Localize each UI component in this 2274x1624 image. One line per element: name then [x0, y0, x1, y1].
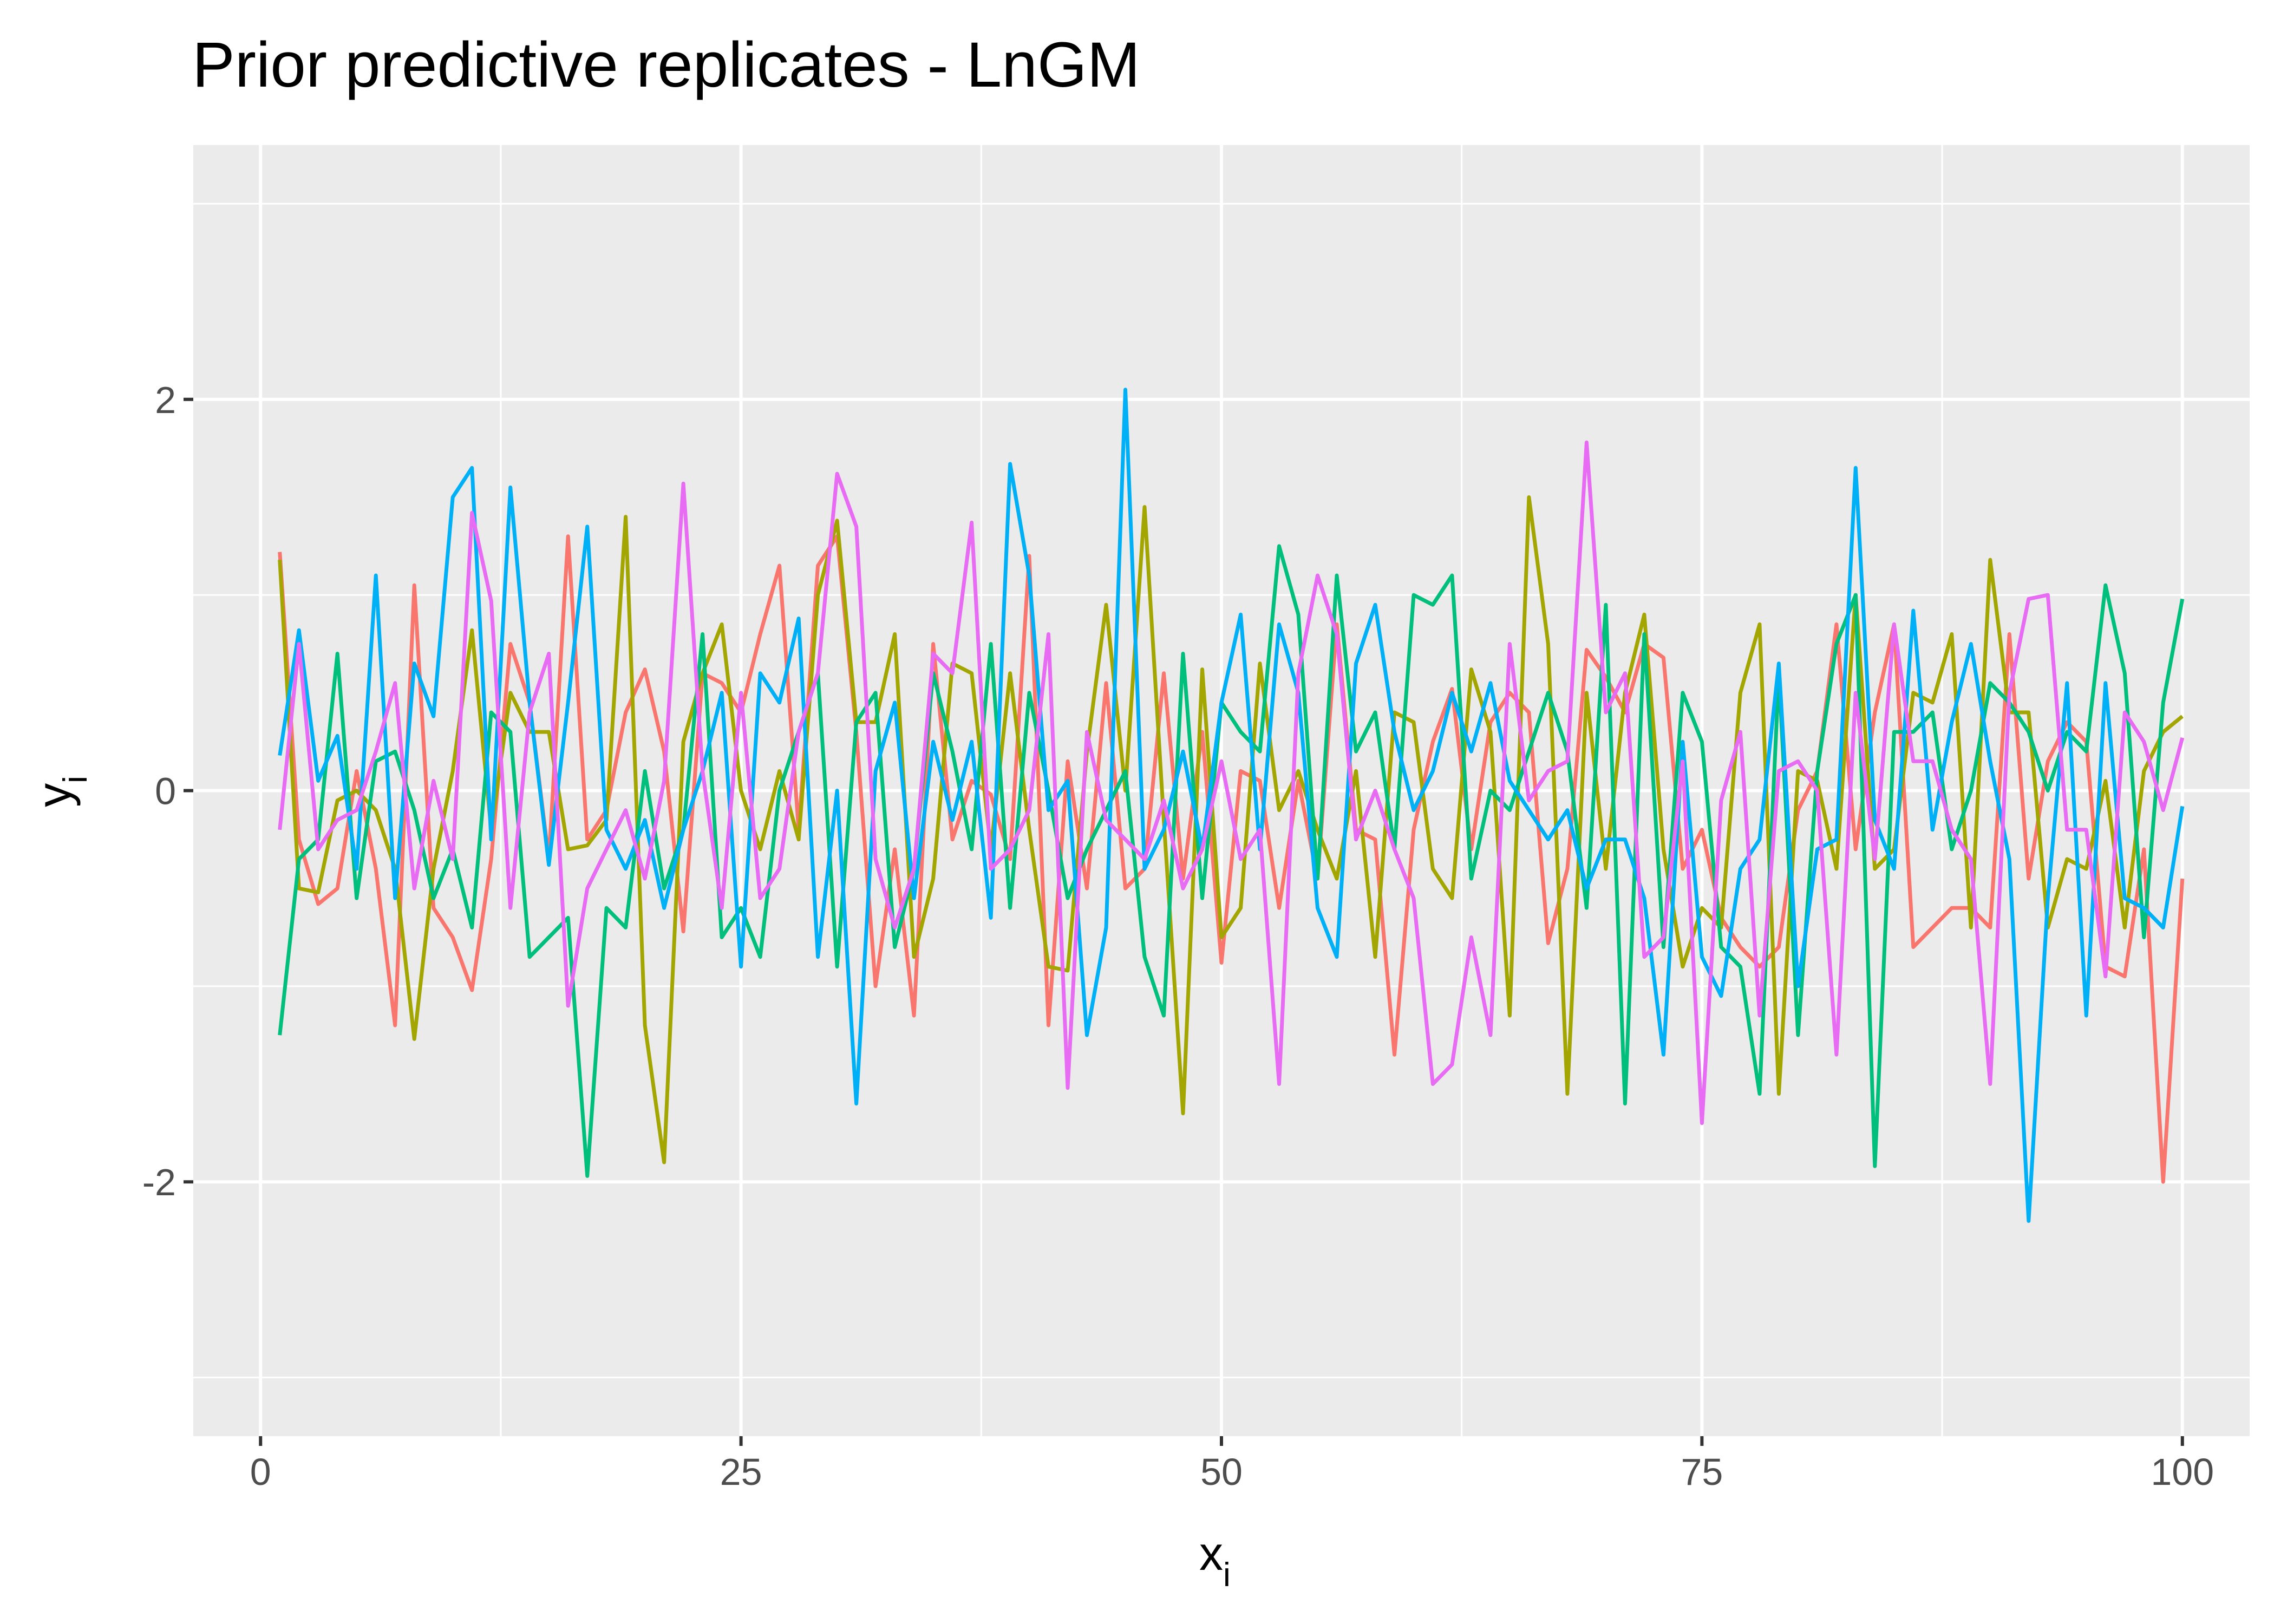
series-line-5 [278, 440, 2185, 1125]
series-line-3 [278, 544, 2185, 1178]
y-axis-title-subscript: i [57, 776, 94, 783]
x-axis: 0 25 50 75 100 [250, 1436, 2214, 1493]
x-tick-label: 50 [1200, 1451, 1243, 1493]
chart-title: Prior predictive replicates - LnGM [192, 29, 1140, 101]
y-tick-label: 0 [155, 770, 176, 813]
x-tick-label: 100 [2151, 1451, 2214, 1493]
x-tick-label: 25 [720, 1451, 762, 1493]
x-tick-label: 0 [250, 1451, 271, 1493]
y-tick-label: -2 [142, 1161, 176, 1203]
x-axis-title: xi [1199, 1527, 1231, 1594]
x-tick-label: 75 [1681, 1451, 1723, 1493]
series-line-4 [278, 388, 2185, 1223]
series-line-2 [278, 495, 2184, 1164]
series-lines [278, 388, 2185, 1223]
y-tick-label: 2 [155, 379, 176, 421]
y-axis-title: yi [27, 776, 94, 807]
y-axis: -2 0 2 [142, 379, 193, 1203]
x-axis-title-subscript: i [1223, 1556, 1231, 1594]
